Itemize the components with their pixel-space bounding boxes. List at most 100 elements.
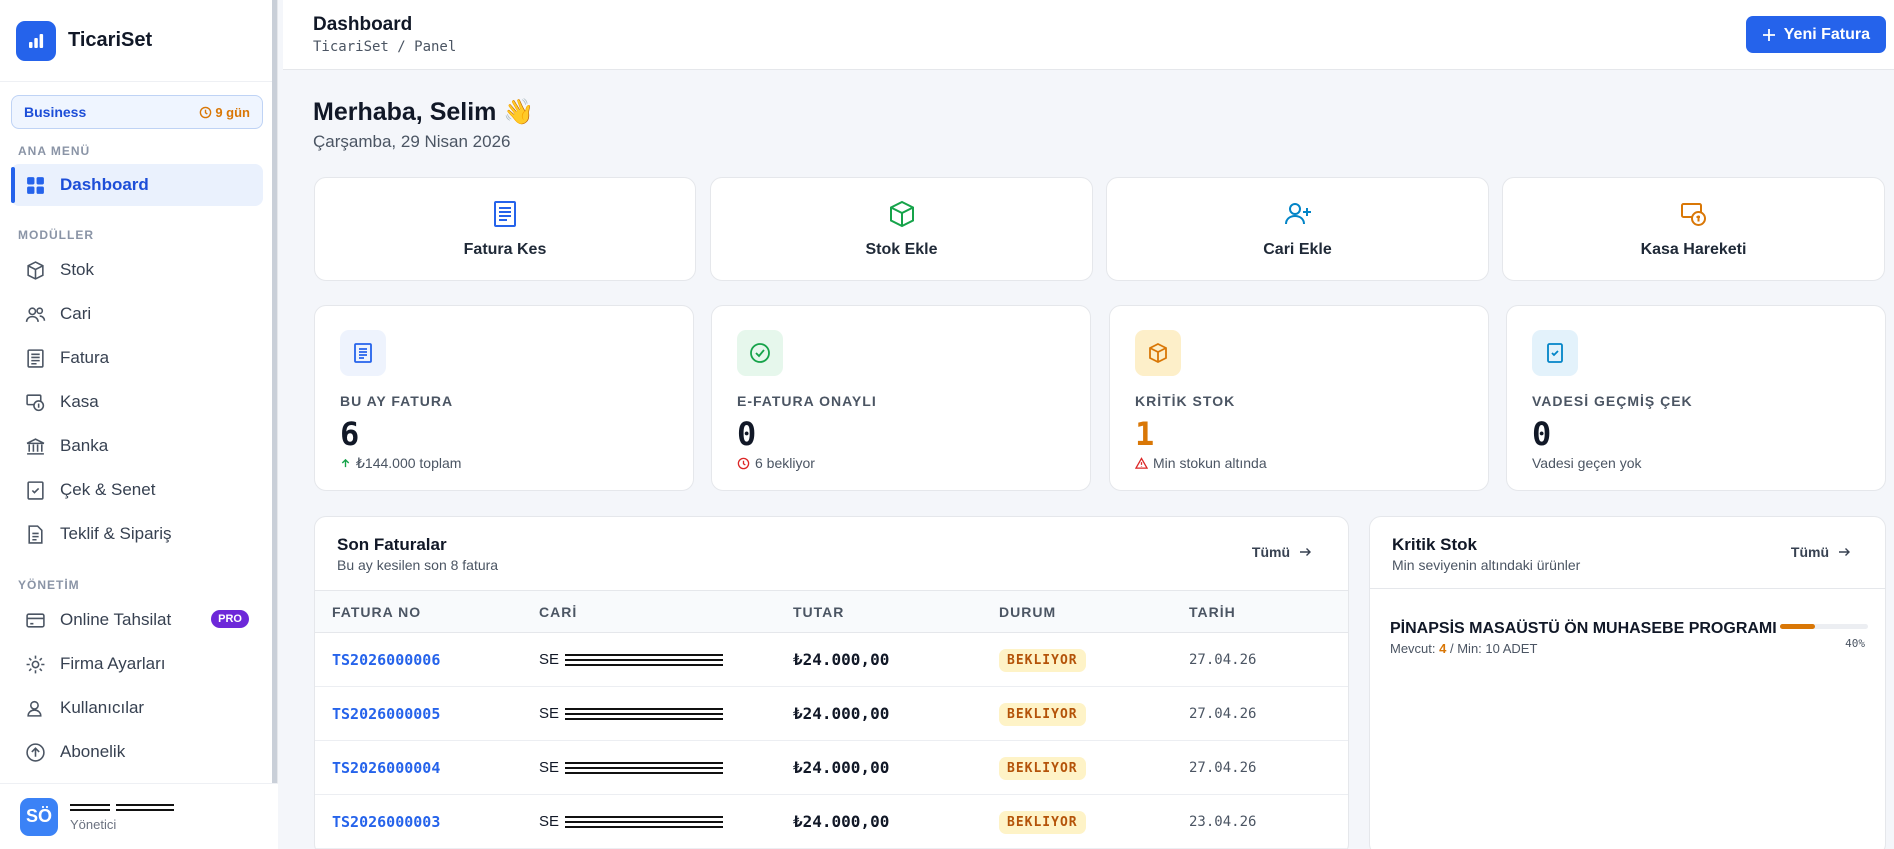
stat-sub-text: 6 bekliyor: [755, 455, 815, 471]
sidebar: TicariSet Business 9 gün ANA MENÜ Dashbo…: [0, 0, 278, 849]
sidebar-item-dashboard[interactable]: Dashboard: [11, 164, 263, 206]
brand[interactable]: TicariSet: [0, 0, 277, 82]
sidebar-item-label: Cari: [60, 304, 92, 323]
stat-card-efatura[interactable]: E-FATURA ONAYLI 0 6 bekliyor: [711, 305, 1091, 491]
stat-sub: Min stokun altında: [1135, 455, 1463, 471]
current-date: Çarşamba, 29 Nisan 2026: [313, 132, 511, 151]
column-header-date[interactable]: TARİH: [1189, 590, 1348, 633]
panel-title: Son Faturalar: [337, 535, 447, 554]
stock-prefix: Mevcut:: [1390, 641, 1436, 656]
plus-icon: [1762, 28, 1775, 41]
cari-cell: SE: [539, 759, 793, 776]
quick-action-cari-ekle[interactable]: Cari Ekle: [1106, 177, 1489, 281]
invoice-amount: ₺24.000,00: [793, 650, 890, 669]
critical-stock-item[interactable]: PİNAPSİS MASAÜSTÜ ÖN MUHASEBE PROGRAMI M…: [1390, 620, 1865, 656]
stat-card-monthly-invoices[interactable]: BU AY FATURA 6 ₺144.000 toplam: [314, 305, 694, 491]
stat-sub: Vadesi geçen yok: [1532, 455, 1860, 471]
redacted-user-name: [70, 801, 174, 813]
redacted-cari-name: [565, 653, 724, 666]
view-all-label: Tümü: [1790, 544, 1829, 560]
cari-name: SE: [539, 759, 560, 776]
stat-icon-wrap: [1532, 330, 1578, 376]
sidebar-item-stok[interactable]: Stok: [11, 249, 263, 291]
invoice-number-link[interactable]: TS2026000004: [332, 758, 441, 777]
invoice-amount: ₺24.000,00: [793, 812, 890, 831]
user-icon: [27, 700, 42, 717]
view-all-critical-stock-link[interactable]: Tümü: [1791, 544, 1851, 560]
sidebar-item-cek-senet[interactable]: Çek & Senet: [11, 469, 263, 511]
sidebar-item-cari[interactable]: Cari: [11, 293, 263, 335]
invoice-number-link[interactable]: TS2026000005: [332, 704, 441, 723]
panel-divider: [1370, 588, 1885, 589]
sidebar-item-banka[interactable]: Banka: [11, 425, 263, 467]
column-header-amount[interactable]: TUTAR: [793, 590, 999, 633]
invoice-date: 27.04.26: [1189, 760, 1257, 776]
sidebar-item-teklif-siparis[interactable]: Teklif & Sipariş: [11, 513, 263, 555]
table-row[interactable]: TS2026000006 SE ₺24.000,00 BEKLIYOR 27.0…: [315, 632, 1348, 687]
user-plus-icon: [1284, 203, 1311, 225]
sidebar-item-label: Kasa: [60, 392, 99, 411]
status-badge: BEKLIYOR: [999, 703, 1086, 726]
panel-subtitle: Min seviyenin altındaki ürünler: [1392, 557, 1581, 573]
cash-icon: [1680, 203, 1706, 226]
stat-label: VADESİ GEÇMİŞ ÇEK: [1532, 393, 1693, 409]
stat-card-critical-stock[interactable]: KRİTİK STOK 1 Min stokun altında: [1109, 305, 1489, 491]
sidebar-item-label: Kullanıcılar: [60, 698, 145, 717]
table-row[interactable]: TS2026000003 SE ₺24.000,00 BEKLIYOR 23.0…: [315, 794, 1348, 849]
sidebar-item-online-tahsilat[interactable]: Online Tahsilat PRO: [11, 599, 263, 641]
redacted-cari-name: [565, 815, 724, 828]
invoice-date: 27.04.26: [1189, 706, 1257, 722]
cari-cell: SE: [539, 651, 793, 668]
status-badge: BEKLIYOR: [999, 811, 1086, 834]
sidebar-item-label: Teklif & Sipariş: [60, 524, 172, 543]
sidebar-item-firma-ayarlari[interactable]: Firma Ayarları: [11, 643, 263, 685]
breadcrumb[interactable]: TicariSet / Panel: [313, 39, 457, 55]
stock-percent: 40%: [1845, 637, 1865, 650]
sidebar-item-label: Dashboard: [60, 175, 149, 194]
stock-current: 4: [1439, 641, 1447, 656]
sidebar-item-label: Online Tahsilat: [60, 610, 172, 629]
plan-days-text: 9 gün: [215, 104, 250, 120]
invoice-amount: ₺24.000,00: [793, 704, 890, 723]
section-label-main: ANA MENÜ: [18, 144, 91, 158]
arrow-right-icon: [1300, 548, 1311, 556]
invoice-number-link[interactable]: TS2026000003: [332, 812, 441, 831]
invoice-icon: [27, 348, 44, 368]
column-header-cari[interactable]: CARİ: [539, 590, 793, 633]
table-header-row: FATURA NO CARİ TUTAR DURUM TARİH: [315, 590, 1348, 633]
table-row[interactable]: TS2026000005 SE ₺24.000,00 BEKLIYOR 27.0…: [315, 686, 1348, 741]
sidebar-item-abonelik[interactable]: Abonelik: [11, 731, 263, 773]
quick-action-label: Fatura Kes: [463, 241, 547, 258]
stat-value: 1: [1135, 415, 1155, 453]
user-profile[interactable]: SÖ Yönetici: [0, 783, 278, 849]
document-icon: [28, 524, 43, 544]
grid-icon: [27, 176, 44, 194]
clock-icon: [737, 457, 750, 469]
stat-sub-text: Vadesi geçen yok: [1532, 455, 1642, 471]
column-header-invoice-no[interactable]: FATURA NO: [315, 590, 539, 633]
view-all-invoices-link[interactable]: Tümü: [1252, 544, 1312, 560]
invoice-date: 23.04.26: [1189, 814, 1257, 830]
stat-card-overdue-checks[interactable]: VADESİ GEÇMİŞ ÇEK 0 Vadesi geçen yok: [1506, 305, 1886, 491]
quick-action-label: Cari Ekle: [1263, 241, 1332, 258]
column-header-status[interactable]: DURUM: [999, 590, 1189, 633]
invoice-number-link[interactable]: TS2026000006: [332, 650, 441, 669]
new-invoice-button[interactable]: Yeni Fatura: [1745, 16, 1886, 53]
sidebar-item-kullanicilar[interactable]: Kullanıcılar: [11, 687, 263, 729]
clock-icon: [200, 106, 212, 118]
quick-action-stok-ekle[interactable]: Stok Ekle: [710, 177, 1093, 281]
sidebar-item-fatura[interactable]: Fatura: [11, 337, 263, 379]
quick-action-kasa-hareketi[interactable]: Kasa Hareketi: [1502, 177, 1885, 281]
cari-name: SE: [539, 705, 560, 722]
table-row[interactable]: TS2026000004 SE ₺24.000,00 BEKLIYOR 27.0…: [315, 740, 1348, 795]
user-info: Yönetici: [70, 801, 174, 832]
users-icon: [25, 306, 46, 322]
stat-icon-wrap: [340, 330, 386, 376]
card-icon: [26, 612, 45, 628]
sidebar-item-kasa[interactable]: Kasa: [11, 381, 263, 423]
plan-badge[interactable]: Business 9 gün: [11, 95, 263, 129]
stock-meta: Mevcut: 4 / Min: 10 ADET: [1390, 641, 1865, 656]
panel-subtitle: Bu ay kesilen son 8 fatura: [337, 557, 499, 573]
sidebar-scrollbar[interactable]: [272, 0, 277, 785]
quick-action-fatura-kes[interactable]: Fatura Kes: [314, 177, 696, 281]
